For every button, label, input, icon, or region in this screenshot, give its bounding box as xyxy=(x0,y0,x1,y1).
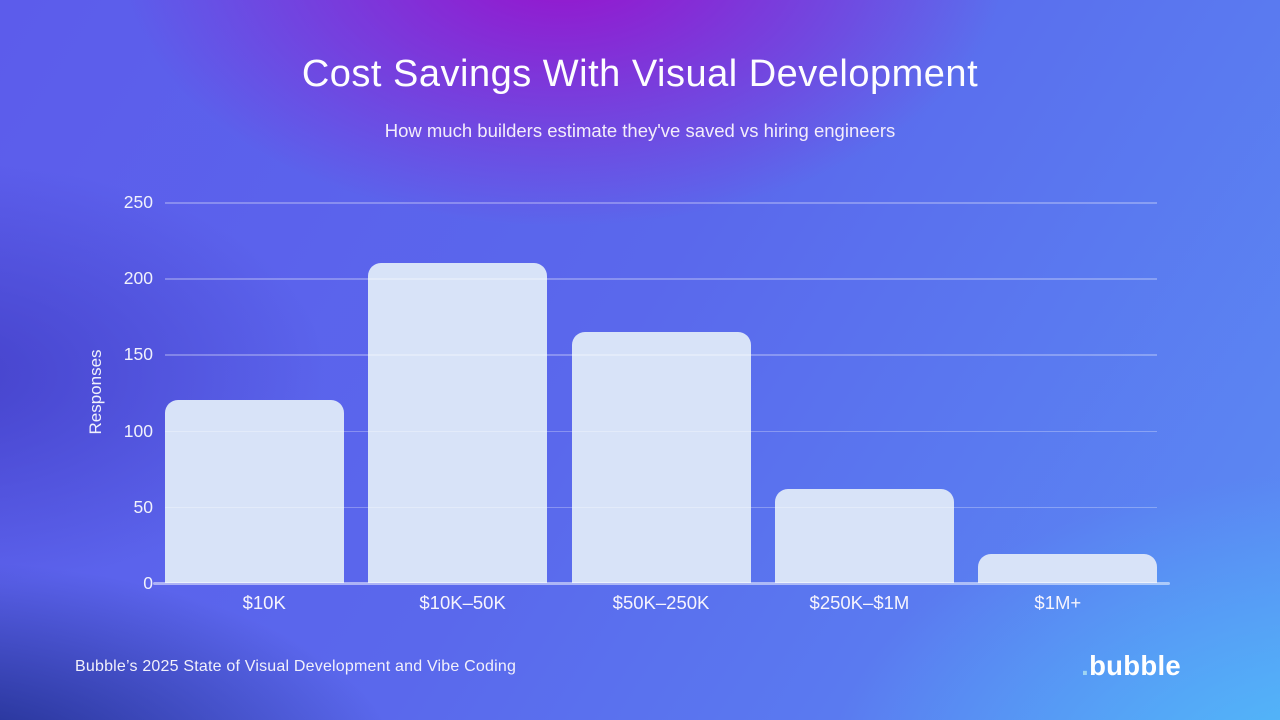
bar-$1M+ xyxy=(978,554,1157,583)
source-caption: Bubble’s 2025 State of Visual Developmen… xyxy=(75,658,517,675)
x-tick-label: $1M+ xyxy=(1034,592,1082,613)
gridline-250 xyxy=(165,202,1157,204)
bubble-logo: .bubble xyxy=(1081,650,1181,682)
bars xyxy=(165,202,1157,583)
y-tick-label-100: 100 xyxy=(123,420,153,441)
x-tick-label: $50K–250K xyxy=(612,592,710,613)
x-tick-label: $10K–50K xyxy=(419,592,506,613)
gridline-200 xyxy=(165,278,1157,280)
bubble-logo-text: bubble xyxy=(1089,650,1181,681)
x-axis-line xyxy=(153,582,1170,585)
y-tick-label-150: 150 xyxy=(123,344,153,365)
gridline-100 xyxy=(165,430,1157,433)
x-axis-labels: $10K $10K–50K $50K–250K $250K–$1M $1M+ xyxy=(165,592,1157,614)
bar-$10K xyxy=(165,400,344,583)
bubble-logo-dot: . xyxy=(1081,650,1090,681)
bar-$10K–50K xyxy=(368,262,548,583)
bar-$250K–$1M xyxy=(774,488,954,583)
bar-$50K–250K xyxy=(571,331,751,583)
y-tick-label-200: 200 xyxy=(123,268,153,289)
y-tick-label-50: 50 xyxy=(133,496,153,517)
y-axis-labels: 0 50 100 150 200 250 xyxy=(60,192,153,593)
gridline-50 xyxy=(165,506,1157,509)
y-tick-label-250: 250 xyxy=(123,192,153,212)
y-tick-label-0: 0 xyxy=(143,573,153,593)
x-tick-label: $10K xyxy=(242,592,286,613)
chart-subtitle: How much builders estimate they've saved… xyxy=(384,120,896,141)
gridline-150 xyxy=(165,354,1157,356)
x-tick-label: $250K–$1M xyxy=(809,592,910,613)
chart-title: Cost Savings With Visual Development xyxy=(301,53,979,95)
plot-area xyxy=(165,202,1157,583)
